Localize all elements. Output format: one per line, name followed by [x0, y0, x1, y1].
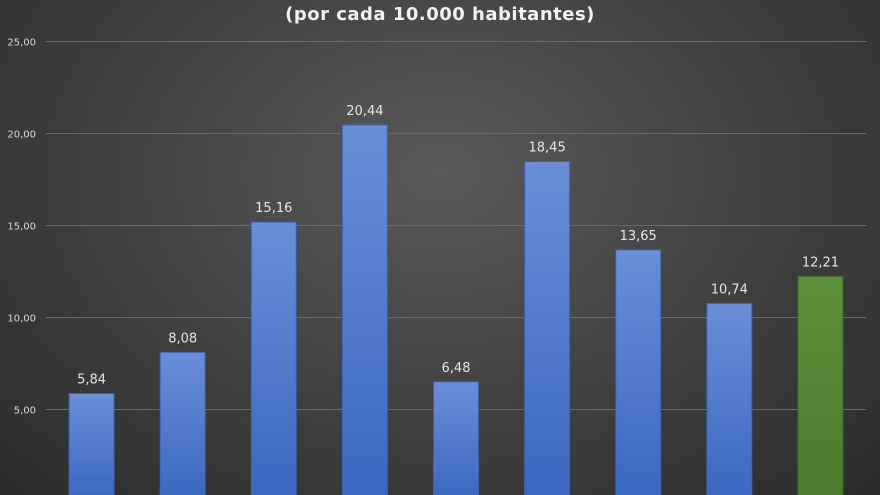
y-tick-label: 25,00 [7, 38, 36, 49]
bar-value-label: 18,45 [529, 141, 566, 156]
data-labels: 5,84 8,08 15,16 20,44 6,48 18,45 13,65 10,74 12,… [77, 104, 839, 388]
bar [433, 381, 479, 495]
bar-highlight [797, 275, 844, 495]
bar-value-label: 8,08 [168, 331, 197, 346]
bar-value-label: 13,65 [620, 229, 657, 244]
bar-value-label: 12,21 [802, 255, 839, 270]
y-tick-label: 5,00 [14, 406, 36, 417]
bar [615, 249, 662, 495]
bar-value-label: 6,48 [442, 361, 471, 376]
y-tick-label: 15,00 [7, 222, 36, 233]
bar [524, 161, 571, 495]
bar [68, 393, 115, 495]
bars [68, 124, 844, 495]
bar [706, 302, 753, 495]
bar-value-label: 15,16 [255, 201, 292, 216]
bar-value-label: 5,84 [77, 373, 106, 388]
bar [341, 124, 388, 495]
y-tick-label: 10,00 [7, 314, 36, 325]
y-tick-label: 20,00 [7, 130, 36, 141]
y-axis: 5,00 10,00 15,00 20,00 25,00 [7, 38, 36, 417]
bar [159, 351, 206, 495]
bar-value-label: 10,74 [711, 282, 748, 297]
bar-value-label: 20,44 [346, 104, 383, 119]
chart-subtitle: (por cada 10.000 habitantes) [285, 4, 595, 25]
bar [250, 221, 297, 495]
